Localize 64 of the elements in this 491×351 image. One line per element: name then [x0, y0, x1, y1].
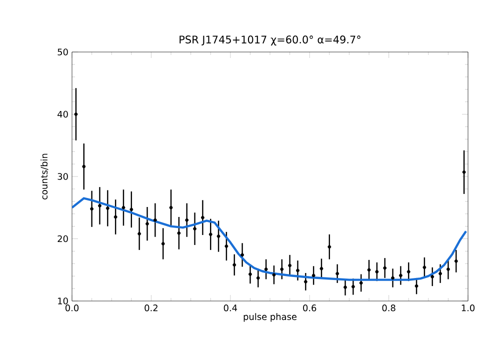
point [114, 215, 118, 219]
point [280, 268, 284, 271]
point [185, 218, 189, 222]
point [438, 272, 442, 276]
point [320, 266, 324, 270]
point [248, 272, 252, 276]
point [177, 231, 181, 235]
point [146, 222, 149, 226]
chart-title: PSR J1745+1017 χ=60.0° α=49.7° [180, 36, 360, 46]
point [264, 268, 268, 271]
point [130, 208, 134, 212]
point [414, 284, 418, 288]
x-axis-title: pulse phase [244, 313, 297, 322]
point [161, 242, 165, 246]
point [224, 244, 228, 248]
point [351, 284, 355, 288]
point [359, 281, 363, 285]
x-tick-label: 0.0 [65, 304, 79, 312]
point [216, 234, 220, 238]
y-tick-label: 40 [58, 110, 68, 118]
y-tick-label: 30 [58, 173, 68, 180]
point [106, 206, 110, 210]
point [122, 206, 126, 210]
y-tick-label: 50 [58, 48, 68, 56]
x-tick-label: 0.8 [382, 304, 396, 312]
y-tick-label: 20 [58, 235, 68, 242]
point [74, 112, 78, 116]
point [383, 266, 387, 270]
point [153, 218, 157, 222]
point [328, 245, 332, 249]
point [256, 276, 260, 280]
point [304, 280, 308, 284]
y-axis-title: counts/bin [40, 154, 48, 200]
point [240, 253, 244, 257]
point [336, 272, 340, 276]
x-tick-label: 0.6 [303, 304, 316, 312]
point [90, 207, 94, 211]
point [193, 227, 196, 230]
point [344, 286, 347, 290]
point [169, 206, 173, 210]
point [200, 216, 204, 220]
point [391, 276, 394, 280]
point [272, 273, 276, 277]
point [367, 268, 371, 272]
point [288, 264, 292, 268]
point [446, 268, 450, 271]
point [454, 259, 458, 263]
x-tick-label: 0.2 [144, 304, 158, 312]
point [296, 268, 300, 272]
point [406, 270, 410, 274]
point [138, 232, 142, 236]
point [232, 263, 236, 267]
point [430, 275, 434, 278]
point [462, 170, 466, 174]
point [312, 274, 316, 278]
y-tick-label: 10 [58, 298, 68, 304]
point [398, 274, 402, 278]
x-tick-label: 1.0 [462, 304, 475, 312]
x-tick-label: 0.4 [224, 304, 238, 312]
point [208, 232, 212, 236]
point [98, 204, 102, 208]
point [422, 266, 426, 270]
point [375, 270, 379, 274]
point [82, 164, 86, 168]
